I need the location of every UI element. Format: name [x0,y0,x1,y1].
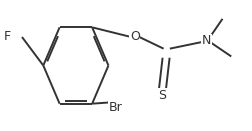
Text: F: F [4,31,11,43]
Text: S: S [158,89,166,102]
Text: Br: Br [109,101,123,114]
Text: O: O [130,31,140,43]
Text: N: N [202,34,211,47]
